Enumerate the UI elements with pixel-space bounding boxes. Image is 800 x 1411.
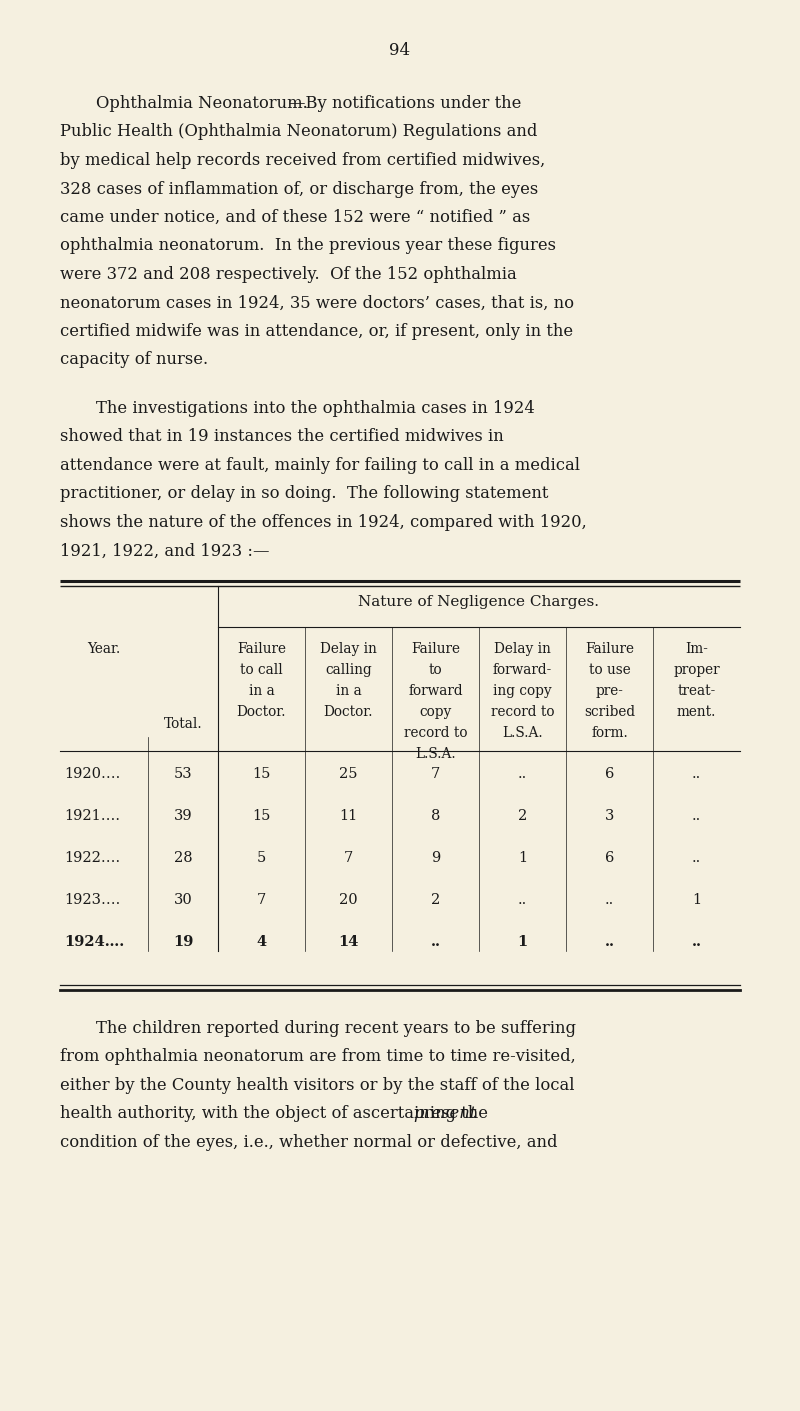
Text: —By notifications under the: —By notifications under the — [289, 95, 522, 111]
Text: neonatorum cases in 1924, 35 were doctors’ cases, that is, no: neonatorum cases in 1924, 35 were doctor… — [60, 295, 574, 312]
Text: Nature of Negligence Charges.: Nature of Negligence Charges. — [358, 595, 599, 610]
Text: 1921….: 1921…. — [64, 809, 120, 823]
Text: 1921, 1922, and 1923 :—: 1921, 1922, and 1923 :— — [60, 542, 270, 559]
Text: in a: in a — [336, 684, 362, 698]
Text: condition of the eyes, i.e., whether normal or defective, and: condition of the eyes, i.e., whether nor… — [60, 1134, 558, 1151]
Text: copy: copy — [419, 706, 452, 720]
Text: L.S.A.: L.S.A. — [502, 725, 543, 739]
Text: 7: 7 — [257, 893, 266, 907]
Text: 6: 6 — [605, 768, 614, 780]
Text: practitioner, or delay in so doing.  The following statement: practitioner, or delay in so doing. The … — [60, 485, 548, 502]
Text: Delay in: Delay in — [320, 642, 377, 656]
Text: 1922….: 1922…. — [64, 851, 120, 865]
Text: record to: record to — [404, 725, 467, 739]
Text: 19: 19 — [173, 935, 193, 950]
Text: 15: 15 — [252, 768, 270, 780]
Text: The investigations into the ophthalmia cases in 1924: The investigations into the ophthalmia c… — [96, 399, 535, 416]
Text: Failure: Failure — [237, 642, 286, 656]
Text: 5: 5 — [257, 851, 266, 865]
Text: 20: 20 — [339, 893, 358, 907]
Text: 7: 7 — [344, 851, 353, 865]
Text: ..: .. — [430, 935, 441, 950]
Text: 2: 2 — [431, 893, 440, 907]
Text: record to: record to — [490, 706, 554, 720]
Text: 1: 1 — [518, 851, 527, 865]
Text: Total.: Total. — [164, 717, 202, 731]
Text: ..: .. — [692, 809, 701, 823]
Text: to use: to use — [589, 663, 630, 677]
Text: 1924….: 1924…. — [64, 935, 124, 950]
Text: 4: 4 — [257, 935, 266, 950]
Text: showed that in 19 instances the certified midwives in: showed that in 19 instances the certifie… — [60, 429, 504, 446]
Text: ing copy: ing copy — [493, 684, 552, 698]
Text: 1: 1 — [692, 893, 701, 907]
Text: 39: 39 — [174, 809, 192, 823]
Text: to: to — [429, 663, 442, 677]
Text: either by the County health visitors or by the staff of the local: either by the County health visitors or … — [60, 1077, 574, 1094]
Text: Doctor.: Doctor. — [324, 706, 374, 720]
Text: form.: form. — [591, 725, 628, 739]
Text: by medical help records received from certified midwives,: by medical help records received from ce… — [60, 152, 546, 169]
Text: 1923….: 1923…. — [64, 893, 120, 907]
Text: present: present — [414, 1105, 477, 1122]
Text: attendance were at fault, mainly for failing to call in a medical: attendance were at fault, mainly for fai… — [60, 457, 580, 474]
Text: health authority, with the object of ascertaining the: health authority, with the object of asc… — [60, 1105, 494, 1122]
Text: 1: 1 — [518, 935, 528, 950]
Text: treat-: treat- — [678, 684, 716, 698]
Text: 11: 11 — [339, 809, 358, 823]
Text: ..: .. — [518, 893, 527, 907]
Text: Doctor.: Doctor. — [237, 706, 286, 720]
Text: ..: .. — [692, 851, 701, 865]
Text: ment.: ment. — [677, 706, 716, 720]
Text: ..: .. — [691, 935, 702, 950]
Text: forward: forward — [408, 684, 463, 698]
Text: Year.: Year. — [87, 642, 121, 656]
Text: 15: 15 — [252, 809, 270, 823]
Text: shows the nature of the offences in 1924, compared with 1920,: shows the nature of the offences in 1924… — [60, 514, 586, 531]
Text: ..: .. — [518, 768, 527, 780]
Text: 328 cases of inflammation of, or discharge from, the eyes: 328 cases of inflammation of, or dischar… — [60, 181, 538, 198]
Text: 8: 8 — [431, 809, 440, 823]
Text: ..: .. — [605, 935, 614, 950]
Text: were 372 and 208 respectively.  Of the 152 ophthalmia: were 372 and 208 respectively. Of the 15… — [60, 267, 517, 284]
Text: capacity of nurse.: capacity of nurse. — [60, 351, 208, 368]
Text: Failure: Failure — [411, 642, 460, 656]
Text: proper: proper — [673, 663, 720, 677]
Text: 94: 94 — [390, 42, 410, 59]
Text: pre-: pre- — [595, 684, 623, 698]
Text: in a: in a — [249, 684, 274, 698]
Text: 1920….: 1920…. — [64, 768, 120, 780]
Text: to call: to call — [240, 663, 283, 677]
Text: Delay in: Delay in — [494, 642, 551, 656]
Text: 25: 25 — [339, 768, 358, 780]
Text: 14: 14 — [338, 935, 358, 950]
Text: forward-: forward- — [493, 663, 552, 677]
Text: calling: calling — [325, 663, 372, 677]
Text: 28: 28 — [174, 851, 192, 865]
Text: 6: 6 — [605, 851, 614, 865]
Text: ..: .. — [605, 893, 614, 907]
Text: 2: 2 — [518, 809, 527, 823]
Text: Failure: Failure — [585, 642, 634, 656]
Text: 7: 7 — [431, 768, 440, 780]
Text: L.S.A.: L.S.A. — [415, 746, 456, 761]
Text: Public Health (Ophthalmia Neonatorum) Regulations and: Public Health (Ophthalmia Neonatorum) Re… — [60, 124, 538, 141]
Text: Ophthalmia Neonatorum.: Ophthalmia Neonatorum. — [96, 95, 308, 111]
Text: 30: 30 — [174, 893, 192, 907]
Text: Im-: Im- — [685, 642, 708, 656]
Text: came under notice, and of these 152 were “ notified ” as: came under notice, and of these 152 were… — [60, 209, 530, 226]
Text: certified midwife was in attendance, or, if present, only in the: certified midwife was in attendance, or,… — [60, 323, 573, 340]
Text: ..: .. — [692, 768, 701, 780]
Text: from ophthalmia neonatorum are from time to time re-visited,: from ophthalmia neonatorum are from time… — [60, 1048, 576, 1065]
Text: 3: 3 — [605, 809, 614, 823]
Text: 9: 9 — [431, 851, 440, 865]
Text: 53: 53 — [174, 768, 192, 780]
Text: ophthalmia neonatorum.  In the previous year these figures: ophthalmia neonatorum. In the previous y… — [60, 237, 556, 254]
Text: scribed: scribed — [584, 706, 635, 720]
Text: The children reported during recent years to be suffering: The children reported during recent year… — [96, 1020, 576, 1037]
